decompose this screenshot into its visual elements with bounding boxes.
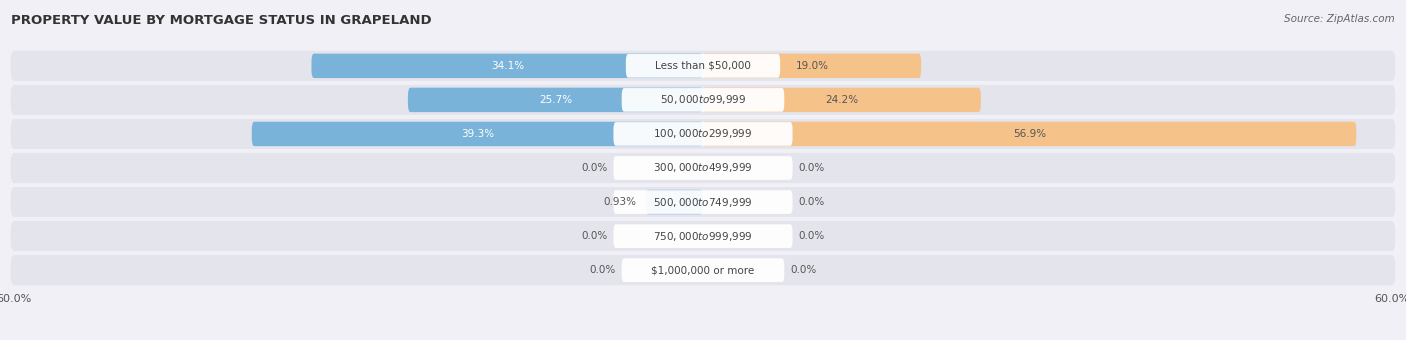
- Text: $1,000,000 or more: $1,000,000 or more: [651, 265, 755, 275]
- FancyBboxPatch shape: [703, 88, 981, 112]
- Text: 0.0%: 0.0%: [799, 231, 824, 241]
- FancyBboxPatch shape: [613, 224, 793, 248]
- FancyBboxPatch shape: [613, 156, 793, 180]
- Text: 60.0%: 60.0%: [1374, 294, 1406, 304]
- FancyBboxPatch shape: [703, 122, 1357, 146]
- FancyBboxPatch shape: [621, 88, 785, 112]
- FancyBboxPatch shape: [703, 54, 921, 78]
- Text: 0.93%: 0.93%: [603, 197, 637, 207]
- Text: 19.0%: 19.0%: [796, 61, 828, 71]
- Text: 0.0%: 0.0%: [582, 163, 607, 173]
- FancyBboxPatch shape: [621, 258, 785, 282]
- Text: 0.0%: 0.0%: [799, 197, 824, 207]
- FancyBboxPatch shape: [11, 119, 1395, 149]
- Text: 39.3%: 39.3%: [461, 129, 494, 139]
- FancyBboxPatch shape: [626, 54, 780, 78]
- Text: 0.0%: 0.0%: [589, 265, 616, 275]
- Text: 0.0%: 0.0%: [799, 163, 824, 173]
- Text: $300,000 to $499,999: $300,000 to $499,999: [654, 162, 752, 174]
- Text: 24.2%: 24.2%: [825, 95, 859, 105]
- FancyBboxPatch shape: [252, 122, 703, 146]
- FancyBboxPatch shape: [613, 190, 793, 214]
- Text: $100,000 to $299,999: $100,000 to $299,999: [654, 128, 752, 140]
- Text: Less than $50,000: Less than $50,000: [655, 61, 751, 71]
- Text: 34.1%: 34.1%: [491, 61, 524, 71]
- Text: 25.7%: 25.7%: [538, 95, 572, 105]
- FancyBboxPatch shape: [11, 255, 1395, 285]
- Text: Source: ZipAtlas.com: Source: ZipAtlas.com: [1284, 14, 1395, 23]
- FancyBboxPatch shape: [408, 88, 703, 112]
- FancyBboxPatch shape: [11, 221, 1395, 251]
- FancyBboxPatch shape: [312, 54, 703, 78]
- Text: 60.0%: 60.0%: [0, 294, 32, 304]
- FancyBboxPatch shape: [645, 190, 703, 214]
- FancyBboxPatch shape: [11, 51, 1395, 81]
- Text: $500,000 to $749,999: $500,000 to $749,999: [654, 195, 752, 208]
- Text: 0.0%: 0.0%: [582, 231, 607, 241]
- Text: $750,000 to $999,999: $750,000 to $999,999: [654, 230, 752, 243]
- Text: $50,000 to $99,999: $50,000 to $99,999: [659, 94, 747, 106]
- Text: 56.9%: 56.9%: [1014, 129, 1046, 139]
- Text: PROPERTY VALUE BY MORTGAGE STATUS IN GRAPELAND: PROPERTY VALUE BY MORTGAGE STATUS IN GRA…: [11, 14, 432, 27]
- FancyBboxPatch shape: [11, 187, 1395, 217]
- FancyBboxPatch shape: [613, 122, 793, 146]
- FancyBboxPatch shape: [11, 85, 1395, 115]
- Text: 0.0%: 0.0%: [790, 265, 817, 275]
- FancyBboxPatch shape: [11, 153, 1395, 183]
